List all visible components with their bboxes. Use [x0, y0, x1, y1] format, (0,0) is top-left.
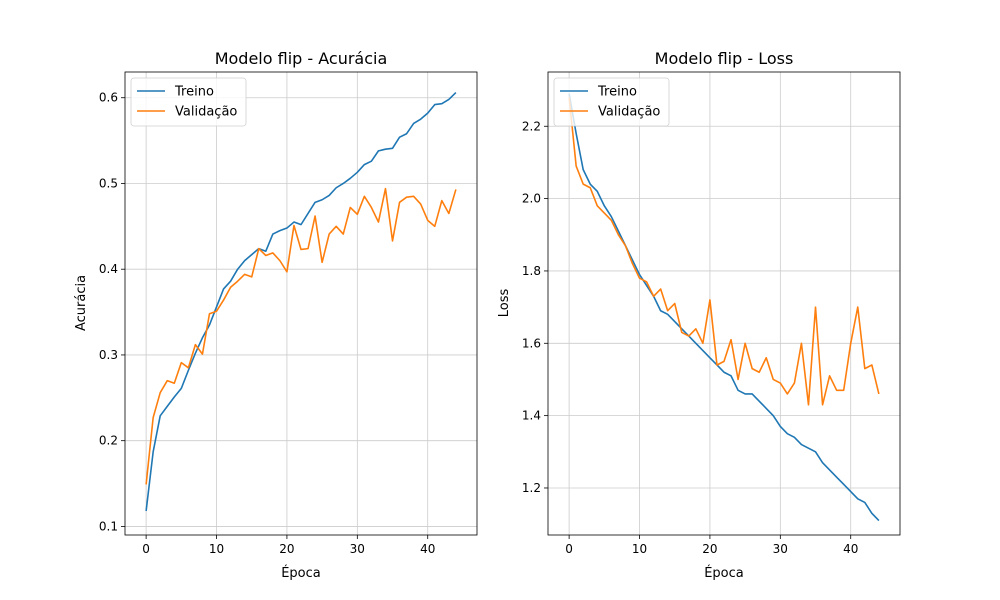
accuracy-x-tick-label-2: 20 — [279, 542, 294, 556]
accuracy-x-axis-label: Época — [281, 565, 321, 581]
accuracy-x-tick-label-0: 0 — [142, 542, 150, 556]
accuracy-y-tick-label-3: 0.4 — [99, 262, 118, 276]
accuracy-legend-box — [130, 77, 247, 127]
accuracy-y-tick-label-0: 0.1 — [99, 519, 118, 533]
loss-y-tick-label-0: 1.2 — [522, 481, 541, 495]
loss-x-tick-label-3: 30 — [773, 542, 788, 556]
loss-legend: Treino Validação — [553, 77, 670, 127]
loss-plot-frame — [547, 71, 901, 536]
loss-y-tick-label-4: 2.0 — [522, 192, 541, 206]
loss-grid — [548, 72, 900, 535]
accuracy-y-tick-label-4: 0.5 — [99, 176, 118, 190]
loss-y-axis-label: Loss — [497, 289, 512, 318]
loss-chart: Modelo flip - Loss Época Loss 0 10 20 30 40 1… — [497, 49, 901, 581]
loss-x-tick-label-0: 0 — [565, 542, 573, 556]
loss-chart-title: Modelo flip - Loss — [655, 49, 794, 68]
accuracy-y-axis-label: Acurácia — [74, 275, 89, 331]
loss-x-tick-label-2: 20 — [702, 542, 717, 556]
loss-y-tick-label-1: 1.4 — [522, 409, 541, 423]
accuracy-series-validacao-line — [145, 187, 457, 485]
accuracy-legend-label-validacao: Validação — [175, 105, 237, 120]
accuracy-y-tick-label-5: 0.6 — [99, 91, 118, 105]
accuracy-plot-frame — [124, 71, 478, 536]
accuracy-y-tick-label-1: 0.2 — [99, 434, 118, 448]
accuracy-x-tick-label-1: 10 — [209, 542, 224, 556]
accuracy-legend-label-treino: Treino — [174, 85, 214, 100]
loss-y-tick-label-3: 1.8 — [522, 264, 541, 278]
loss-series-validacao-line — [568, 97, 880, 406]
accuracy-chart-title: Modelo flip - Acurácia — [215, 49, 388, 68]
loss-legend-box — [553, 77, 670, 127]
loss-x-tick-label-1: 10 — [632, 542, 647, 556]
loss-series-treino-line — [568, 93, 880, 522]
loss-x-tick-label-4: 40 — [843, 542, 858, 556]
accuracy-legend: Treino Validação — [130, 77, 247, 127]
accuracy-x-tick-label-4: 40 — [420, 542, 435, 556]
loss-y-tick-label-2: 1.6 — [522, 336, 541, 350]
loss-y-tick-label-5: 2.2 — [522, 119, 541, 133]
loss-legend-label-validacao: Validação — [598, 105, 660, 120]
accuracy-x-tick-label-3: 30 — [350, 542, 365, 556]
accuracy-y-tick-label-2: 0.3 — [99, 348, 118, 362]
loss-x-axis-label: Época — [704, 565, 744, 581]
loss-legend-label-treino: Treino — [597, 85, 637, 100]
accuracy-chart: Modelo flip - Acurácia Época Acurácia 0 1… — [74, 49, 478, 581]
